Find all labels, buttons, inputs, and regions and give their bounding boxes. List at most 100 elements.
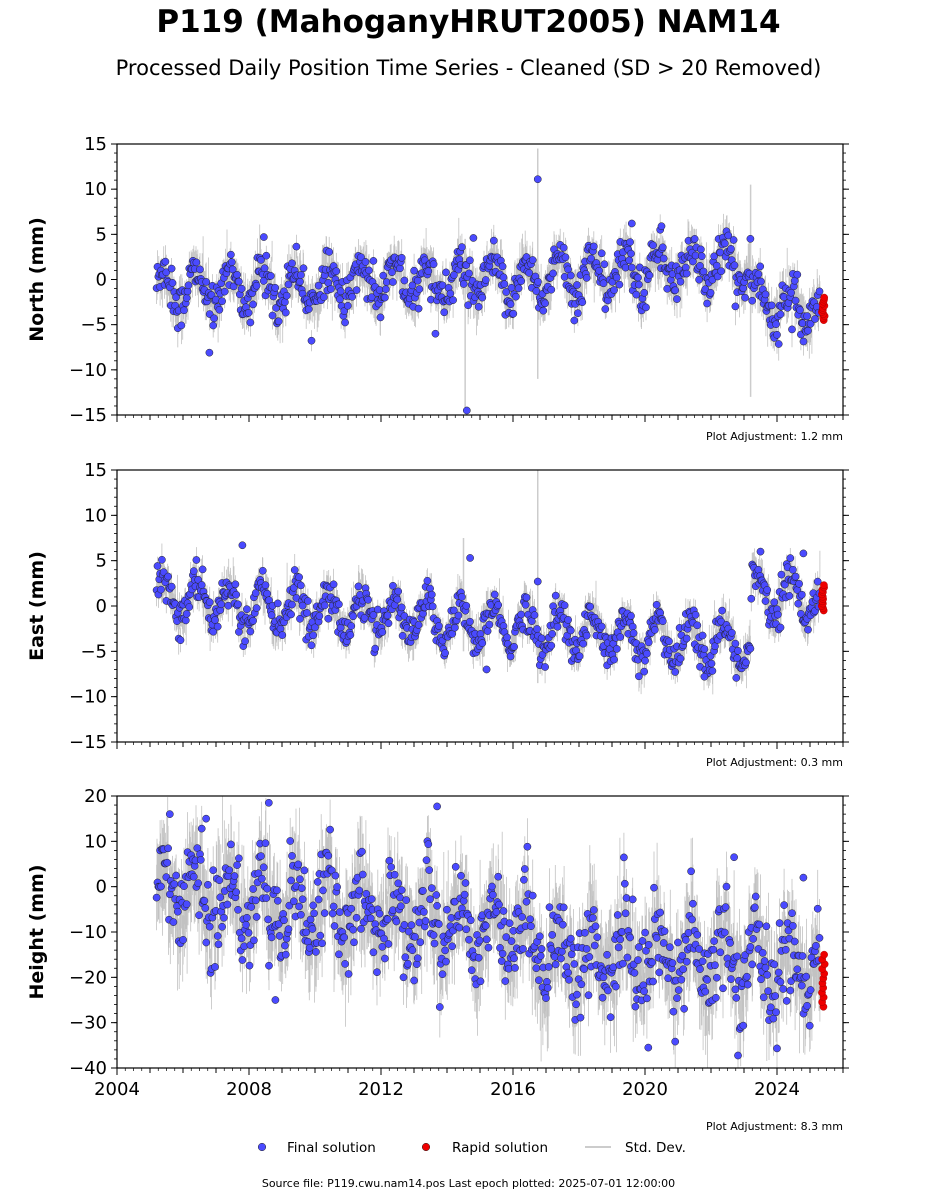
final-solution-point	[712, 973, 721, 982]
final-solution-point	[263, 884, 272, 893]
final-solution-point	[679, 965, 688, 974]
final-solution-point	[748, 960, 757, 969]
final-solution-point	[497, 957, 506, 965]
final-solution-point	[548, 630, 557, 638]
final-solution-point	[407, 921, 416, 929]
final-solution-point	[381, 293, 389, 302]
final-solution-point	[511, 964, 519, 972]
panel-2: −40 −30 −20 −10 0 10 20 2004 2008 2012 2016 2020 202…	[26, 786, 849, 1133]
final-solution-point	[758, 949, 767, 957]
final-solution-point	[690, 235, 699, 243]
final-solution-point	[297, 271, 305, 279]
final-solution-point	[397, 902, 405, 911]
final-solution-point	[297, 884, 306, 893]
final-solution-point	[582, 274, 591, 282]
final-solution-point	[435, 920, 443, 928]
final-solution-point	[804, 625, 812, 634]
final-solution-point	[246, 318, 255, 327]
final-solution-point	[336, 623, 345, 632]
final-solution-point	[495, 900, 503, 909]
final-solution-point	[431, 329, 440, 338]
final-solution-point	[718, 606, 726, 615]
final-solution-point	[423, 576, 432, 585]
final-solution-point	[512, 292, 520, 301]
final-solution-point	[628, 622, 637, 631]
y-tick-label: 0	[96, 596, 107, 617]
final-solution-point	[777, 570, 786, 579]
final-solution-point	[649, 977, 657, 986]
final-solution-point	[659, 939, 668, 947]
final-solution-point	[668, 959, 677, 967]
y-tick-label: 10	[84, 179, 107, 200]
final-solution-point	[394, 879, 403, 888]
final-solution-point	[709, 945, 718, 954]
final-solution-point	[804, 326, 812, 335]
final-solution-point	[289, 897, 298, 906]
final-solution-point	[481, 276, 490, 284]
final-solution-point	[711, 961, 719, 970]
final-solution-point	[280, 916, 288, 925]
final-solution-point	[573, 281, 581, 289]
final-solution-point	[404, 959, 412, 968]
final-solution-point	[281, 298, 289, 306]
final-solution-point	[732, 994, 741, 1002]
final-solution-point	[671, 286, 680, 295]
chart-title: P119 (MahoganyHRUT2005) NAM14	[156, 4, 781, 40]
final-solution-point	[257, 852, 265, 860]
y-tick-label: −10	[69, 687, 107, 708]
final-solution-point	[284, 925, 293, 933]
final-solution-point	[547, 945, 556, 953]
final-solution-point	[432, 891, 441, 899]
final-solution-point	[574, 309, 582, 318]
final-solution-point	[410, 976, 418, 985]
final-solution-point	[340, 933, 349, 942]
final-solution-point	[599, 973, 608, 982]
final-solution-point	[172, 871, 180, 880]
final-solution-point	[674, 986, 683, 994]
final-solution-point	[802, 972, 811, 981]
final-solution-point	[580, 965, 588, 973]
final-solution-point	[757, 975, 765, 984]
final-solution-point	[237, 934, 246, 943]
final-solution-point	[266, 272, 275, 280]
final-solution-point	[786, 986, 795, 995]
final-solution-point	[689, 899, 697, 908]
final-solution-point	[238, 956, 247, 964]
final-solution-point	[330, 922, 339, 930]
final-solution-point	[634, 273, 642, 282]
final-solution-point	[400, 276, 409, 285]
final-solution-point	[693, 621, 702, 630]
final-solution-point	[791, 572, 800, 581]
final-solution-point	[564, 968, 572, 977]
final-solution-point	[566, 271, 575, 280]
final-solution-point	[194, 879, 203, 888]
final-solution-point	[797, 981, 806, 990]
final-solution-point	[352, 286, 361, 294]
final-solution-point	[732, 674, 741, 682]
final-solution-point	[449, 296, 457, 304]
x-tick-label: 2012	[358, 1079, 404, 1100]
final-solution-point	[390, 870, 399, 879]
final-solution-point	[429, 260, 438, 269]
final-solution-point	[649, 241, 657, 250]
final-solution-point	[739, 1021, 748, 1030]
final-solution-point	[189, 872, 198, 881]
final-solution-point	[450, 623, 459, 632]
final-solution-point	[181, 616, 190, 625]
final-solution-point	[466, 256, 474, 265]
final-solution-point	[721, 903, 730, 911]
y-tick-label: 10	[84, 505, 107, 526]
final-solution-point	[640, 987, 649, 996]
final-solution-point	[730, 261, 739, 270]
final-solution-point	[695, 275, 703, 284]
final-solution-point	[476, 977, 485, 986]
final-solution-point	[603, 950, 611, 959]
final-solution-point	[328, 909, 337, 918]
final-solution-point	[761, 597, 770, 605]
final-solution-point	[267, 611, 276, 620]
final-solution-point	[815, 287, 824, 296]
panel-1: −15 −10 −5 0 5 10 15 East (mm) Plot Adjustment: …	[26, 460, 849, 769]
final-solution-point	[811, 315, 819, 323]
final-solution-point	[209, 627, 218, 636]
